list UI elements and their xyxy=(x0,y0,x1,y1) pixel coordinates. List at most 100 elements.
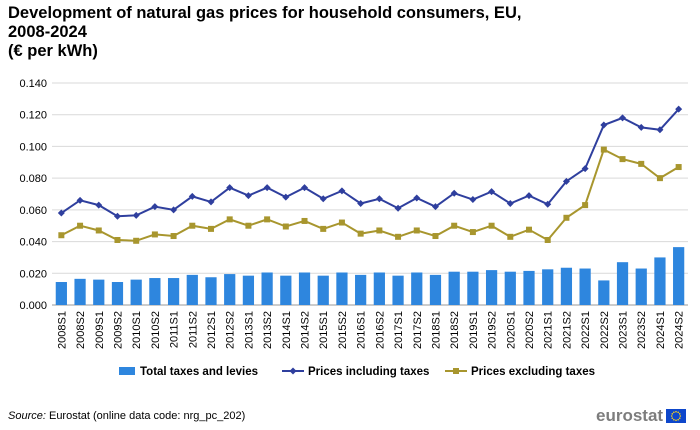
data-point xyxy=(58,232,65,239)
title-line-3: (€ per kWh) xyxy=(8,42,98,60)
x-tick-label: 2014S2 xyxy=(300,311,312,349)
data-point xyxy=(638,160,645,167)
data-point xyxy=(207,198,215,206)
bar xyxy=(130,279,142,305)
title-line-2: 2008-2024 xyxy=(8,23,87,41)
flag-star xyxy=(677,418,680,421)
series-line xyxy=(60,108,680,218)
flag-star xyxy=(671,417,674,419)
y-tick-label: 0.140 xyxy=(19,78,47,90)
x-tick-label: 2023S2 xyxy=(636,311,648,349)
data-point xyxy=(451,222,458,229)
data-point xyxy=(656,126,664,134)
bar xyxy=(523,270,535,305)
data-point xyxy=(189,222,196,229)
x-tick-label: 2023S1 xyxy=(618,311,630,349)
eurostat-logo: eurostat xyxy=(596,405,687,427)
x-tick-label: 2011S1 xyxy=(169,311,181,348)
flag-star xyxy=(671,413,674,415)
x-tick-label: 2008S1 xyxy=(56,311,68,349)
source-text: Eurostat (online data code: nrg_pc_202) xyxy=(45,410,246,422)
legend-marker xyxy=(289,367,297,375)
x-tick-label: 2015S1 xyxy=(318,311,330,349)
data-point xyxy=(432,233,439,240)
x-tick-label: 2011S2 xyxy=(187,311,199,348)
data-point xyxy=(301,217,308,224)
data-point xyxy=(320,225,327,232)
data-point xyxy=(357,230,364,237)
bar xyxy=(242,275,255,305)
data-point xyxy=(600,146,607,153)
legend-label: Total taxes and levies xyxy=(140,366,258,378)
bar xyxy=(448,271,460,305)
flag-star xyxy=(675,410,677,413)
legend-label: Prices excluding taxes xyxy=(471,366,595,378)
flag-star xyxy=(679,417,681,419)
bar xyxy=(542,269,554,305)
data-point xyxy=(188,192,196,200)
flag-star xyxy=(673,418,675,421)
bar xyxy=(355,274,367,305)
x-tick-label: 2012S2 xyxy=(225,311,237,349)
bar xyxy=(93,279,105,305)
bar xyxy=(598,280,610,305)
x-tick-label: 2013S1 xyxy=(243,311,255,349)
bar xyxy=(298,272,311,305)
chart: 0.000 0.020 0.040 0.060 0.080 0.100 0.120 0.140… xyxy=(19,78,688,378)
x-tick-label: 2009S1 xyxy=(94,311,106,349)
x-tick-label: 2017S2 xyxy=(412,311,424,349)
bar xyxy=(261,272,273,305)
legend-label: Prices including taxes xyxy=(308,366,429,378)
x-tick-label: 2014S1 xyxy=(281,311,293,349)
x-tick-label: 2020S2 xyxy=(524,311,536,349)
chart-title: Development of natural gas prices for ho… xyxy=(8,4,608,61)
x-tick-label: 2012S1 xyxy=(206,311,218,349)
x-tick-label: 2010S1 xyxy=(131,311,143,349)
data-point xyxy=(488,188,496,196)
bar xyxy=(635,268,647,305)
data-point xyxy=(637,123,645,131)
x-tick-label: 2024S1 xyxy=(655,311,667,349)
flag-star xyxy=(675,419,677,422)
data-point xyxy=(506,200,514,208)
data-point xyxy=(95,201,103,209)
bar xyxy=(111,282,124,305)
bar xyxy=(280,275,292,305)
data-point xyxy=(263,184,271,192)
data-point xyxy=(357,200,365,208)
x-tick-label: 2013S2 xyxy=(262,311,274,349)
data-point xyxy=(282,223,289,230)
data-point xyxy=(544,236,551,243)
bar xyxy=(74,278,86,305)
source-note: Source: Eurostat (online data code: nrg_… xyxy=(8,410,245,422)
bar xyxy=(55,282,67,305)
x-tick-label: 2016S1 xyxy=(356,311,368,349)
bar xyxy=(205,277,217,305)
data-point xyxy=(469,229,476,236)
x-tick-label: 2009S2 xyxy=(112,311,124,349)
x-tick-label: 2018S2 xyxy=(449,311,461,349)
data-point xyxy=(619,114,627,122)
flag-star xyxy=(677,411,680,414)
data-point xyxy=(95,227,102,234)
x-tick-label: 2017S1 xyxy=(393,311,405,349)
x-tick-label: 2020S1 xyxy=(505,311,517,349)
bar xyxy=(579,268,591,305)
x-tick-label: 2019S2 xyxy=(487,311,499,349)
data-point xyxy=(319,195,327,203)
bar xyxy=(167,278,180,305)
data-point xyxy=(376,227,383,234)
y-tick-label: 0.020 xyxy=(19,268,47,280)
legend-swatch xyxy=(119,367,135,375)
data-point xyxy=(244,192,252,200)
data-point xyxy=(226,184,234,192)
bar xyxy=(317,275,329,305)
data-point xyxy=(282,193,290,201)
data-point xyxy=(114,236,121,243)
data-point xyxy=(526,226,532,233)
y-tick-label: 0.080 xyxy=(19,173,47,185)
data-point xyxy=(113,212,121,220)
data-point xyxy=(450,189,458,197)
x-tick-label: 2015S2 xyxy=(337,311,349,349)
data-point xyxy=(338,219,345,226)
